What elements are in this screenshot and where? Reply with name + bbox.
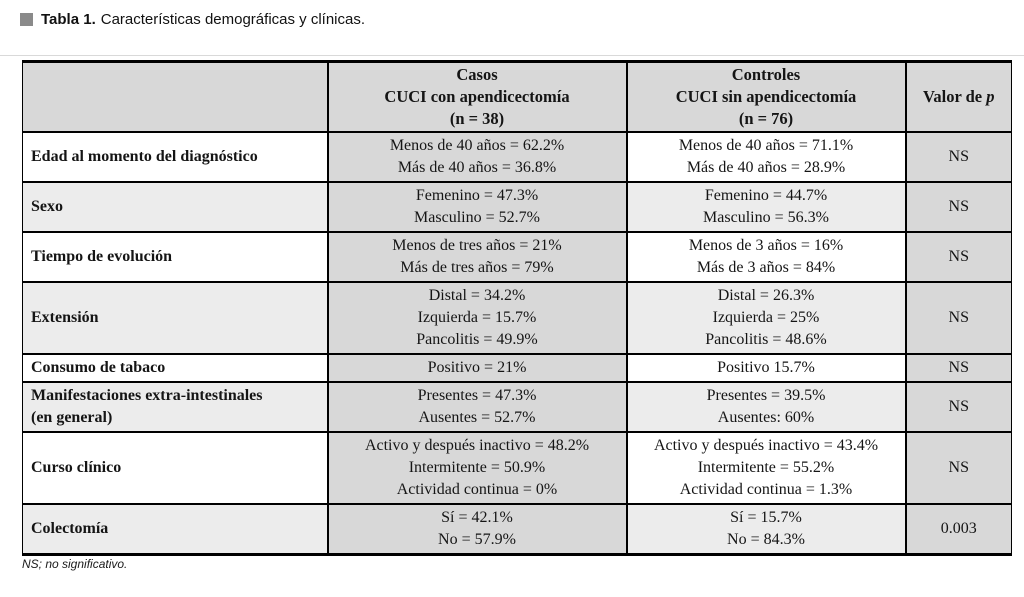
p-value-cell: NS	[905, 232, 1012, 283]
casos-cell: Menos de 40 años = 62.2% Más de 40 años …	[327, 132, 628, 183]
p-value-cell: NS	[905, 354, 1012, 383]
p-value-cell: NS	[905, 182, 1012, 233]
table-row-edad: Edad al momento del diagnóstico Menos de…	[22, 132, 1012, 183]
caption-square-icon	[20, 13, 33, 26]
footnote: NS; no significativo.	[22, 557, 128, 571]
caption-text: Características demográficas y clínicas.	[100, 11, 366, 28]
header-row: Casos CUCI con apendicectomía (n = 38) C…	[22, 61, 1012, 133]
valor-p-prefix: Valor de	[922, 87, 987, 106]
row-label: Manifestaciones extra-intestinales (en g…	[22, 382, 329, 433]
casos-cell: Positivo = 21%	[327, 354, 628, 383]
row-label: Extensión	[22, 282, 329, 355]
demographics-table: Casos CUCI con apendicectomía (n = 38) C…	[22, 60, 1012, 556]
header-valor-p: Valor de p	[905, 61, 1012, 133]
casos-cell: Presentes = 47.3% Ausentes = 52.7%	[327, 382, 628, 433]
casos-cell: Distal = 34.2% Izquierda = 15.7% Pancoli…	[327, 282, 628, 355]
p-value-cell: NS	[905, 132, 1012, 183]
row-label: Curso clínico	[22, 432, 329, 505]
p-value-cell: 0.003	[905, 504, 1012, 556]
controles-cell: Activo y después inactivo = 43.4% Interm…	[626, 432, 907, 505]
controles-cell: Sí = 15.7% No = 84.3%	[626, 504, 907, 556]
valor-p-symbol: p	[986, 87, 995, 106]
divider-rule	[0, 55, 1024, 56]
table-row-curso-clinico: Curso clínico Activo y después inactivo …	[22, 432, 1012, 505]
table-row-tiempo-evolucion: Tiempo de evolución Menos de tres años =…	[22, 232, 1012, 283]
table-row-manifestaciones: Manifestaciones extra-intestinales (en g…	[22, 382, 1012, 433]
table-row-sexo: Sexo Femenino = 47.3% Masculino = 52.7% …	[22, 182, 1012, 233]
row-label: Consumo de tabaco	[22, 354, 329, 383]
p-value-cell: NS	[905, 282, 1012, 355]
header-casos: Casos CUCI con apendicectomía (n = 38)	[327, 61, 628, 133]
casos-cell: Menos de tres años = 21% Más de tres año…	[327, 232, 628, 283]
row-label: Sexo	[22, 182, 329, 233]
header-controles: Controles CUCI sin apendicectomía (n = 7…	[626, 61, 907, 133]
table-row-extension: Extensión Distal = 34.2% Izquierda = 15.…	[22, 282, 1012, 355]
casos-cell: Sí = 42.1% No = 57.9%	[327, 504, 628, 556]
controles-cell: Positivo 15.7%	[626, 354, 907, 383]
controles-cell: Femenino = 44.7% Masculino = 56.3%	[626, 182, 907, 233]
casos-cell: Activo y después inactivo = 48.2% Interm…	[327, 432, 628, 505]
caption-label: Tabla 1.	[41, 11, 96, 28]
casos-cell: Femenino = 47.3% Masculino = 52.7%	[327, 182, 628, 233]
controles-cell: Menos de 40 años = 71.1% Más de 40 años …	[626, 132, 907, 183]
controles-cell: Distal = 26.3% Izquierda = 25% Pancoliti…	[626, 282, 907, 355]
table-row-colectomia: Colectomía Sí = 42.1% No = 57.9% Sí = 15…	[22, 504, 1012, 556]
table-row-consumo-tabaco: Consumo de tabaco Positivo = 21% Positiv…	[22, 354, 1012, 383]
controles-cell: Menos de 3 años = 16% Más de 3 años = 84…	[626, 232, 907, 283]
header-empty-cell	[22, 61, 329, 133]
controles-cell: Presentes = 39.5% Ausentes: 60%	[626, 382, 907, 433]
row-label: Edad al momento del diagnóstico	[22, 132, 329, 183]
p-value-cell: NS	[905, 382, 1012, 433]
row-label: Colectomía	[22, 504, 329, 556]
table-caption: Tabla 1. Características demográficas y …	[20, 11, 365, 28]
row-label: Tiempo de evolución	[22, 232, 329, 283]
p-value-cell: NS	[905, 432, 1012, 505]
